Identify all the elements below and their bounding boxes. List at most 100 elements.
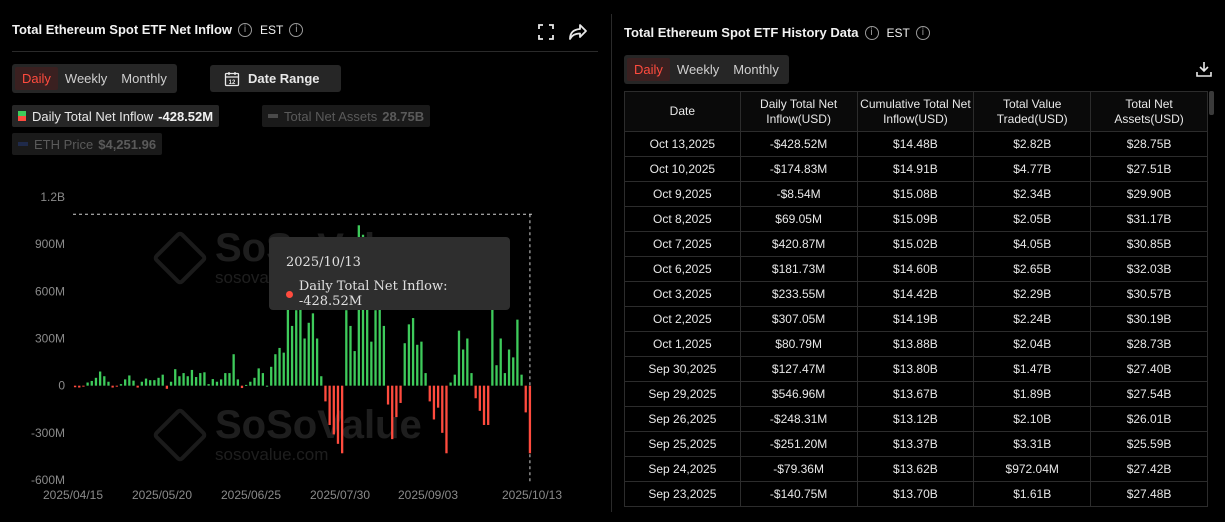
header-date[interactable]: Date [624, 91, 741, 132]
inflow-bar[interactable] [466, 338, 469, 386]
inflow-bar[interactable] [478, 385, 481, 411]
inflow-bar[interactable] [340, 385, 344, 454]
inflow-bar[interactable] [420, 341, 423, 386]
inflow-bar[interactable] [507, 349, 511, 386]
inflow-bar[interactable] [432, 385, 436, 420]
inflow-bar[interactable] [449, 382, 452, 386]
inflow-bar[interactable] [224, 373, 227, 386]
inflow-bar[interactable] [441, 385, 444, 433]
inflow-bar[interactable] [82, 385, 85, 387]
inflow-bar[interactable] [328, 385, 331, 425]
share-icon[interactable] [566, 20, 590, 44]
inflow-bar[interactable] [366, 294, 369, 386]
inflow-bar[interactable] [370, 341, 373, 386]
inflow-bar[interactable] [86, 382, 89, 386]
inflow-bar[interactable] [345, 310, 348, 386]
inflow-bar[interactable] [378, 307, 381, 386]
inflow-bar[interactable] [416, 344, 419, 386]
inflow-bar[interactable] [111, 385, 114, 388]
inflow-bar[interactable] [115, 385, 118, 387]
inflow-bar[interactable] [161, 374, 164, 386]
date-range-button[interactable]: 12 Date Range [210, 65, 341, 92]
header-value-traded[interactable]: Total Value Traded(USD) [973, 91, 1092, 132]
inflow-bar[interactable] [178, 376, 181, 386]
inflow-bar[interactable] [424, 373, 427, 386]
inflow-bar[interactable] [253, 377, 256, 386]
inflow-bar[interactable] [457, 330, 461, 386]
inflow-bar[interactable] [499, 338, 502, 386]
inflow-bar[interactable] [107, 381, 110, 386]
inflow-bar[interactable] [382, 325, 386, 386]
inflow-bar[interactable] [462, 349, 465, 386]
inflow-bar[interactable] [520, 374, 523, 386]
inflow-bar[interactable] [512, 357, 515, 386]
inflow-bar[interactable] [445, 385, 448, 454]
inflow-bar[interactable] [174, 369, 177, 386]
inflow-bar[interactable] [403, 343, 406, 386]
inflow-bar[interactable] [194, 377, 198, 386]
inflow-bar[interactable] [245, 384, 248, 386]
inflow-bar[interactable] [274, 354, 277, 386]
timezone-info-icon[interactable]: i [915, 25, 930, 40]
tab-daily[interactable]: Daily [15, 67, 58, 90]
inflow-bar[interactable] [487, 385, 490, 425]
inflow-bar[interactable] [290, 325, 294, 386]
inflow-bar[interactable] [270, 366, 273, 386]
inflow-bar[interactable] [503, 373, 507, 386]
inflow-bar[interactable] [495, 365, 498, 386]
inflow-bar[interactable] [524, 385, 527, 413]
inflow-bar[interactable] [186, 376, 189, 386]
inflow-bar[interactable] [491, 300, 494, 386]
inflow-bar[interactable] [324, 385, 327, 402]
inflow-bar[interactable] [474, 385, 477, 399]
inflow-bar[interactable] [182, 373, 185, 386]
inflow-bar[interactable] [299, 303, 302, 386]
inflow-bar[interactable] [132, 380, 135, 386]
inflow-bar[interactable] [211, 379, 214, 386]
inflow-bar[interactable] [98, 371, 102, 386]
inflow-bar[interactable] [249, 381, 252, 386]
inflow-bar[interactable] [286, 291, 290, 386]
inflow-bar[interactable] [219, 379, 223, 386]
inflow-bar[interactable] [228, 373, 231, 386]
inflow-bar[interactable] [315, 338, 319, 386]
tab-monthly[interactable]: Monthly [733, 62, 779, 77]
inflow-bar[interactable] [157, 377, 160, 386]
tab-weekly[interactable]: Weekly [64, 71, 108, 86]
inflow-bar[interactable] [169, 381, 173, 386]
inflow-bar[interactable] [307, 322, 310, 386]
inflow-bar[interactable] [407, 324, 411, 386]
inflow-bar[interactable] [453, 374, 456, 386]
header-cumulative-inflow[interactable]: Cumulative Total Net Inflow(USD) [856, 91, 975, 132]
inflow-bar[interactable] [386, 385, 390, 405]
inflow-bar[interactable] [199, 373, 202, 386]
inflow-bar[interactable] [232, 354, 235, 386]
inflow-bar[interactable] [261, 373, 265, 386]
inflow-bar[interactable] [411, 318, 415, 386]
inflow-bar[interactable] [361, 234, 365, 386]
inflow-bar[interactable] [282, 352, 285, 386]
inflow-bar[interactable] [78, 385, 81, 388]
inflow-bar[interactable] [136, 385, 139, 388]
info-icon[interactable]: i [238, 22, 253, 37]
legend-net-assets[interactable]: Total Net Assets 28.75B [262, 105, 431, 127]
inflow-bar[interactable] [349, 325, 352, 386]
inflow-bar[interactable] [124, 379, 127, 386]
inflow-bar[interactable] [215, 381, 219, 386]
inflow-bar[interactable] [295, 310, 298, 386]
inflow-bar[interactable] [103, 376, 106, 386]
inflow-bar[interactable] [203, 372, 206, 386]
tab-daily[interactable]: Daily [627, 58, 670, 81]
inflow-bar[interactable] [516, 319, 519, 386]
inflow-bar[interactable] [190, 369, 194, 386]
inflow-bar[interactable] [391, 385, 394, 440]
inflow-bar[interactable] [436, 385, 440, 408]
inflow-bar[interactable] [236, 379, 239, 386]
legend-daily-inflow[interactable]: Daily Total Net Inflow -428.52M [12, 105, 220, 127]
header-net-assets[interactable]: Total Net Assets(USD) [1090, 91, 1208, 132]
inflow-bar[interactable] [144, 378, 148, 386]
header-daily-inflow[interactable]: Daily Total Net Inflow(USD) [739, 91, 858, 132]
inflow-bar[interactable] [332, 385, 335, 435]
legend-eth-price[interactable]: ETH Price $4,251.96 [12, 133, 163, 155]
